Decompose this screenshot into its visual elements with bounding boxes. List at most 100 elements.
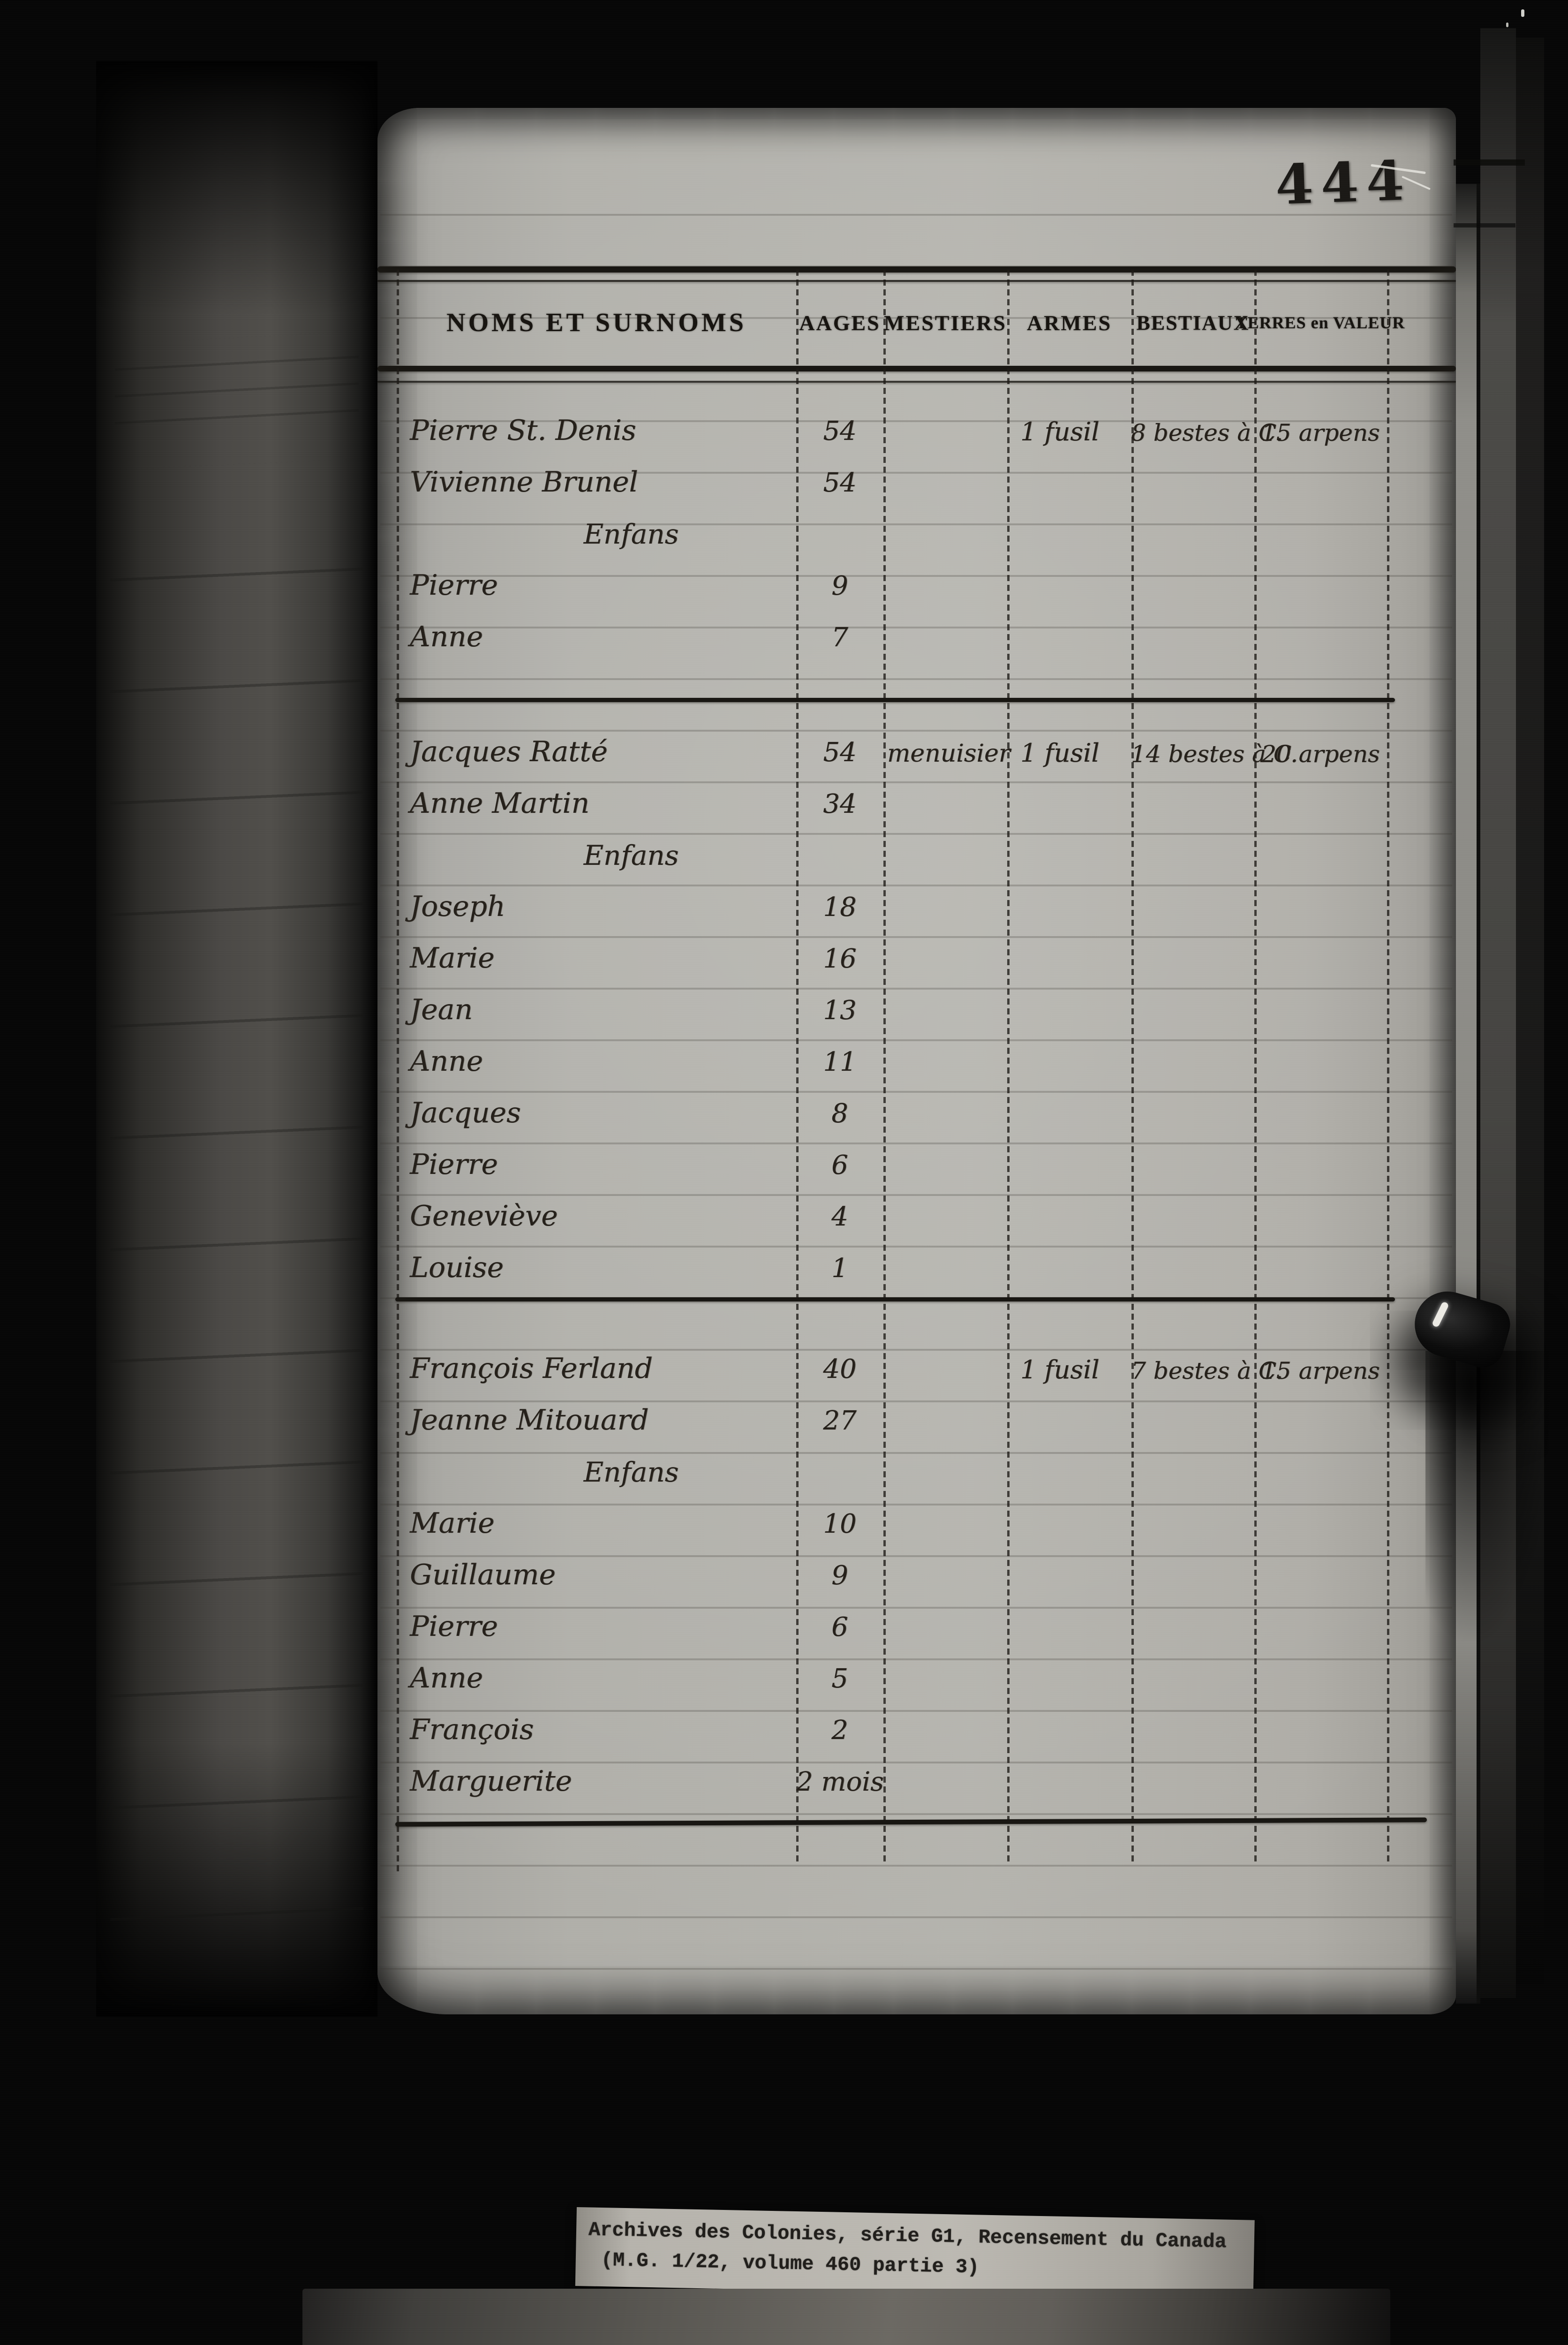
page-number: 444 [1274, 148, 1413, 218]
person-name: Pierre [410, 569, 498, 602]
table-row: Anne 7 [397, 605, 1387, 657]
children-subheading: Enfans [397, 823, 1387, 875]
person-age: 8 [831, 1098, 848, 1129]
person-age: 27 [823, 1406, 857, 1436]
table-row: Anne Martin 34 [397, 772, 1387, 823]
table-row: François Ferland 40 1 fusil 7 bestes à C… [397, 1337, 1387, 1388]
armes-value: 1 fusil [1020, 1355, 1100, 1384]
edge-rule-mark [1454, 159, 1525, 166]
column-header-aages: AAGES [799, 310, 881, 335]
page-edge-strip [1456, 184, 1477, 2004]
person-name: François Ferland [410, 1352, 653, 1385]
household-entry: Jacques Ratté 54 menuisier 1 fusil 14 be… [377, 720, 1456, 1292]
person-age: 1 [831, 1253, 848, 1284]
table-row: Louise 1 [397, 1236, 1387, 1287]
person-age: 54 [823, 416, 857, 446]
top-rule-heavy [377, 266, 1456, 272]
column-header-terres: TERRES en VALEUR [1236, 313, 1405, 332]
reference-stamp: Archives des Colonies, série G1, Recense… [575, 2207, 1255, 2299]
person-name: Jeanne Mitouard [410, 1404, 649, 1437]
armes-value: 1 fusil [1020, 738, 1100, 768]
table-row: Jeanne Mitouard 27 [397, 1388, 1387, 1440]
table-row: Guillaume 9 [397, 1543, 1387, 1595]
person-age: 10 [823, 1509, 857, 1539]
person-name: Anne Martin [410, 787, 590, 820]
person-name: Jean [410, 993, 473, 1026]
subheading-label: Enfans [583, 518, 679, 550]
person-age: 9 [831, 571, 848, 601]
stamp-line-2: (M.G. 1/22, volume 460 partie 3) [601, 2249, 980, 2279]
mestiers-value: menuisier [887, 740, 1010, 768]
children-subheading: Enfans [397, 1440, 1387, 1491]
table-row: Marguerite 2 mois [397, 1749, 1387, 1801]
header-rule-heavy [377, 366, 1456, 371]
table-row: Pierre 6 [397, 1595, 1387, 1646]
table-row: Joseph 18 [397, 875, 1387, 926]
page-edge-gap [1477, 184, 1480, 2004]
archive-card: PUBLIC ARCHIVES ARCHIVES PUBLIQUES CANAD… [302, 2289, 1390, 2345]
person-name: Anne [410, 1045, 483, 1078]
table-row: Anne 5 [397, 1646, 1387, 1698]
person-name: Pierre [410, 1610, 498, 1643]
table-row: Jean 13 [397, 978, 1387, 1029]
table-row: Pierre St. Denis 54 1 fusil 8 bestes à C… [397, 399, 1387, 450]
person-name: Geneviève [410, 1200, 558, 1233]
person-name: Louise [410, 1251, 504, 1284]
person-age: 54 [823, 737, 857, 768]
household-entry: Pierre St. Denis 54 1 fusil 8 bestes à C… [377, 399, 1456, 661]
person-name: Pierre [410, 1148, 498, 1181]
person-age: 54 [823, 468, 857, 498]
page-edge-strip [1480, 28, 1516, 1998]
person-age: 40 [823, 1354, 857, 1384]
clip-highlight [1431, 1301, 1449, 1328]
page-edge-strip [1516, 38, 1544, 1984]
terres-value: 20 arpens [1261, 741, 1380, 768]
person-name: Anne [410, 1662, 483, 1694]
column-header-armes: ARMES [1026, 310, 1112, 335]
bestiaux-value: 8 bestes à C. [1131, 419, 1283, 446]
film-speck [1506, 23, 1508, 27]
person-age: 6 [831, 1612, 848, 1642]
table-row: Marie 10 [397, 1491, 1387, 1543]
table-row: Jacques 8 [397, 1081, 1387, 1133]
table-row: François 2 [397, 1698, 1387, 1749]
person-name: Jacques Ratté [410, 735, 608, 768]
person-name: Pierre St. Denis [410, 414, 636, 447]
person-age: 13 [823, 995, 857, 1026]
person-age: 6 [831, 1150, 848, 1180]
previous-pages-edge [96, 61, 377, 2017]
person-age: 2 mois [796, 1767, 884, 1797]
edge-rule-mark [1454, 223, 1515, 227]
person-age: 2 [831, 1715, 848, 1746]
ghost-ruled-lines [110, 459, 363, 1971]
person-name: Joseph [410, 890, 505, 923]
table-row: Jacques Ratté 54 menuisier 1 fusil 14 be… [397, 720, 1387, 772]
ghost-header-lines [115, 331, 359, 443]
person-name: Marie [410, 942, 495, 975]
person-name: Vivienne Brunel [410, 466, 638, 499]
table-row: Geneviève 4 [397, 1184, 1387, 1236]
person-age: 18 [823, 892, 857, 923]
bestiaux-value: 7 bestes à C. [1131, 1357, 1283, 1384]
table-row: Vivienne Brunel 54 [397, 450, 1387, 502]
header-rule-thin [377, 381, 1456, 383]
person-name: Guillaume [410, 1558, 556, 1591]
column-header-noms: NOMS ET SURNOMS [446, 308, 746, 337]
stamp-line-1: Archives des Colonies, série G1, Recense… [588, 2218, 1227, 2254]
children-subheading: Enfans [397, 502, 1387, 553]
household-entry: François Ferland 40 1 fusil 7 bestes à C… [377, 1337, 1456, 1806]
person-name: Marguerite [410, 1765, 572, 1798]
person-name: Marie [410, 1507, 495, 1540]
person-age: 5 [831, 1664, 848, 1694]
person-name: François [410, 1713, 534, 1746]
person-age: 11 [823, 1047, 857, 1077]
household-separator-1 [395, 698, 1395, 702]
person-name: Anne [410, 620, 483, 653]
person-age: 7 [831, 622, 848, 653]
person-age: 4 [831, 1202, 848, 1232]
table-row: Marie 16 [397, 926, 1387, 978]
terres-value: 15 arpens [1261, 419, 1380, 446]
person-age: 9 [831, 1560, 848, 1591]
column-header-mestiers: MESTIERS [884, 310, 1007, 335]
